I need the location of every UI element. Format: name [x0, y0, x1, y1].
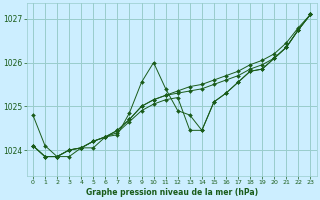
X-axis label: Graphe pression niveau de la mer (hPa): Graphe pression niveau de la mer (hPa) [86, 188, 258, 197]
